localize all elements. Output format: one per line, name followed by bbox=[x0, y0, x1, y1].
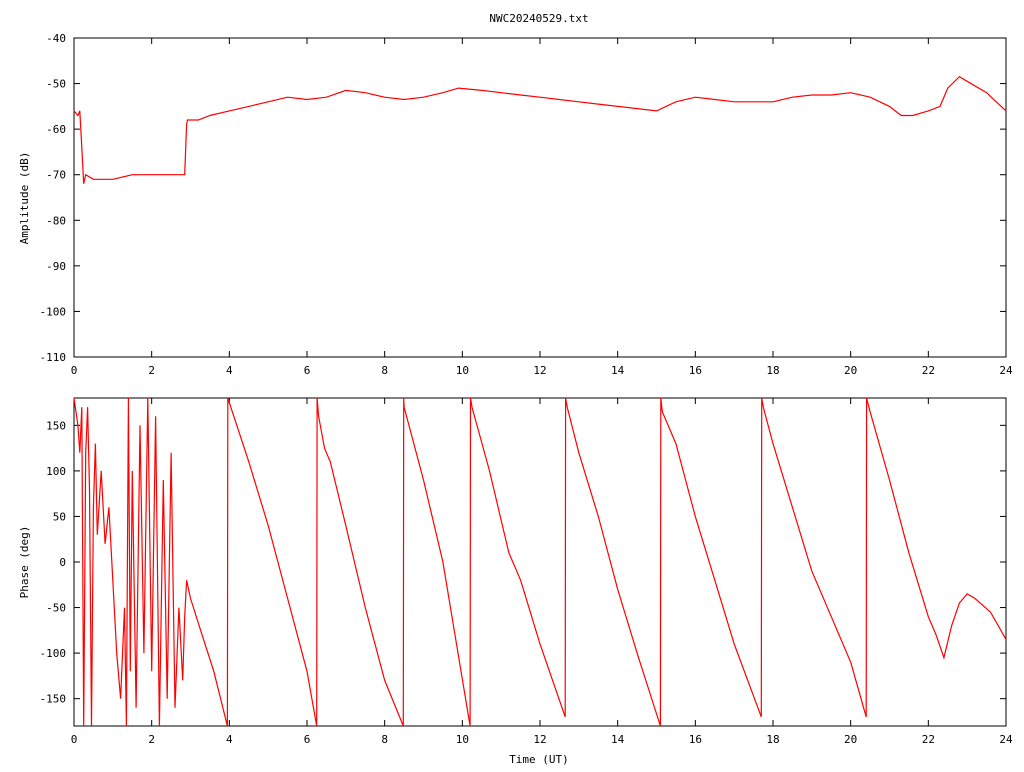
amplitude-x-tick-label: 22 bbox=[922, 364, 935, 377]
phase-y-tick-label: -150 bbox=[40, 693, 67, 706]
phase-y-axis-label: Phase (deg) bbox=[18, 526, 31, 599]
phase-y-ticks: 150 100 50 0 -50 -100 -150 bbox=[40, 419, 1006, 706]
phase-x-tick-label: 18 bbox=[766, 733, 779, 746]
amplitude-x-tick-label: 6 bbox=[304, 364, 311, 377]
phase-y-tick-label: 50 bbox=[53, 510, 66, 523]
amplitude-y-tick-label: -80 bbox=[46, 214, 66, 227]
amplitude-x-tick-label: 18 bbox=[766, 364, 779, 377]
phase-x-tick-label: 10 bbox=[456, 733, 469, 746]
phase-y-tick-label: 100 bbox=[46, 465, 66, 478]
phase-y-tick-label: -50 bbox=[46, 602, 66, 615]
phase-x-tick-label: 0 bbox=[71, 733, 78, 746]
phase-x-axis-label: Time (UT) bbox=[509, 753, 569, 766]
amplitude-x-tick-label: 4 bbox=[226, 364, 233, 377]
phase-x-ticks: 0 2 4 6 8 10 12 14 16 18 20 22 24 bbox=[71, 398, 1013, 746]
phase-y-tick-label: 150 bbox=[46, 419, 66, 432]
amplitude-y-tick-label: -40 bbox=[46, 32, 66, 45]
phase-panel: 0 2 4 6 8 10 12 14 16 18 20 22 24 150100500-50-100-1… bbox=[18, 397, 1013, 766]
amplitude-y-tick-label: -90 bbox=[46, 260, 66, 273]
phase-x-tick-label: 16 bbox=[689, 733, 702, 746]
phase-x-tick-label: 24 bbox=[999, 733, 1013, 746]
amplitude-y-tick-label: -70 bbox=[46, 169, 66, 182]
amplitude-x-tick-label: 0 bbox=[71, 364, 78, 377]
amplitude-panel: 0 2 4 6 8 10 12 14 16 18 20 22 24 -40-50-60-70-80-90… bbox=[18, 32, 1013, 377]
phase-x-tick-label: 6 bbox=[304, 733, 311, 746]
amplitude-y-tick-label: -100 bbox=[40, 305, 67, 318]
amplitude-plot-frame bbox=[73, 37, 1007, 358]
phase-x-tick-label: 8 bbox=[381, 733, 388, 746]
amplitude-x-tick-label: 12 bbox=[533, 364, 546, 377]
amplitude-x-tick-label: 10 bbox=[456, 364, 469, 377]
amplitude-x-tick-label: 16 bbox=[689, 364, 702, 377]
phase-series-line bbox=[73, 397, 1007, 727]
amplitude-x-tick-label: 20 bbox=[844, 364, 857, 377]
amplitude-y-tick-label: -110 bbox=[40, 351, 67, 364]
phase-x-tick-label: 14 bbox=[611, 733, 625, 746]
phase-x-tick-label: 12 bbox=[533, 733, 546, 746]
amplitude-y-ticks: -40 -50 -60 -70 -80 -90 -100 -110 bbox=[40, 32, 1006, 364]
amplitude-x-tick-label: 24 bbox=[999, 364, 1013, 377]
chart-title: NWC20240529.txt bbox=[489, 12, 588, 25]
amplitude-y-axis-label: Amplitude (dB) bbox=[18, 152, 31, 245]
phase-y-tick-label: 0 bbox=[59, 556, 66, 569]
amplitude-x-tick-label: 8 bbox=[381, 364, 388, 377]
phase-x-tick-label: 20 bbox=[844, 733, 857, 746]
amplitude-y-tick-label: -60 bbox=[46, 123, 66, 136]
amplitude-y-tick-label: -50 bbox=[46, 78, 66, 91]
phase-x-tick-label: 4 bbox=[226, 733, 233, 746]
amplitude-series-line bbox=[73, 75, 1007, 184]
phase-x-tick-label: 22 bbox=[922, 733, 935, 746]
amplitude-x-ticks: 0 2 4 6 8 10 12 14 16 18 20 22 24 bbox=[71, 38, 1013, 377]
phase-x-tick-label: 2 bbox=[148, 733, 155, 746]
phase-y-tick-label: -100 bbox=[40, 647, 67, 660]
amplitude-x-tick-label: 2 bbox=[148, 364, 155, 377]
amplitude-x-tick-label: 14 bbox=[611, 364, 625, 377]
